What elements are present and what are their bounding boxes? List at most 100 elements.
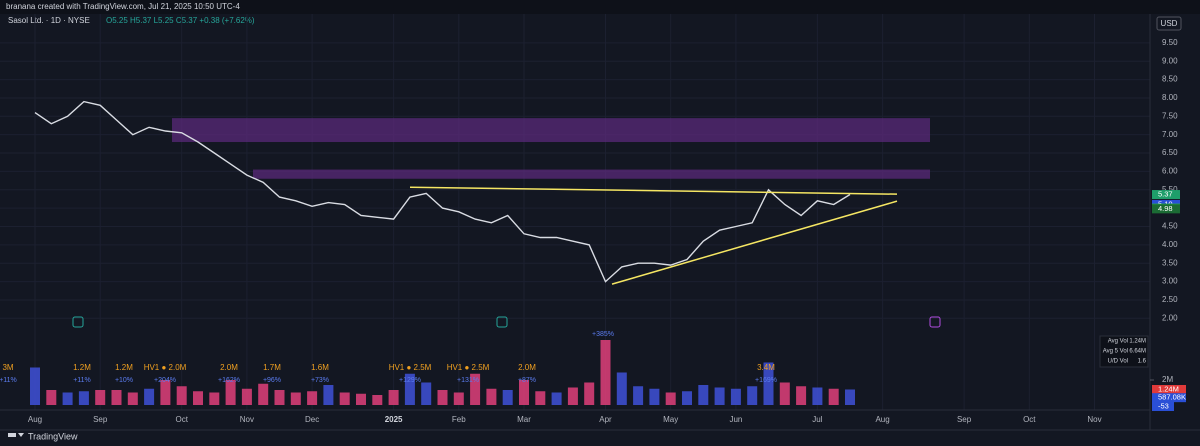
volume-annotation: 3.4M (757, 363, 775, 372)
volume-bar (160, 380, 171, 405)
stat-value: 1.6 (1138, 359, 1147, 365)
volume-bar (176, 386, 187, 405)
volume-bar (241, 388, 252, 405)
volume-bar (470, 373, 481, 405)
volume-bar (698, 385, 709, 405)
volume-bar (453, 392, 464, 405)
x-tick-label: Apr (599, 415, 612, 424)
volume-bar (225, 380, 236, 405)
x-tick-label: Jun (729, 415, 742, 424)
volume-bar (665, 392, 676, 405)
y-tick-label: 4.00 (1162, 240, 1178, 249)
volume-annotation: 1.2M (73, 363, 91, 372)
osc-tag (1152, 402, 1174, 411)
volume-bar (78, 391, 89, 405)
volume-bar (193, 391, 203, 405)
y-tick-label: 3.00 (1162, 277, 1178, 286)
price-line (34, 100, 851, 283)
volume-bar (486, 388, 497, 405)
volume-bar (437, 390, 448, 405)
volume-annotation-sub: +204% (154, 377, 176, 384)
y-tick-label: 3.50 (1162, 258, 1178, 267)
y-tick-label: 2.50 (1162, 295, 1178, 304)
x-tick-label: Sep (93, 415, 108, 424)
x-tick-label: Oct (1023, 415, 1036, 424)
volume-bar (584, 382, 595, 405)
volume-bar (421, 382, 432, 405)
volume-bar (730, 388, 741, 405)
stat-value: 6.64M (1129, 349, 1146, 355)
volume-bar (779, 382, 790, 405)
stat-label: U/D Vol (1108, 359, 1128, 365)
y-tick-label: 6.00 (1162, 167, 1178, 176)
y-tick-label: 4.50 (1162, 222, 1178, 231)
volume-annotation: HV1 ● 2.5M (447, 363, 490, 372)
volume-bar (616, 372, 627, 405)
volume-bar (404, 373, 415, 405)
volume-annotation-sub: +129% (399, 377, 421, 384)
volume-bar (551, 392, 562, 405)
x-tick-label: Aug (28, 415, 42, 424)
price-tag (1152, 204, 1180, 214)
volume-bar (388, 390, 399, 405)
volume-bar (258, 383, 269, 405)
volume-annotation: HV1 ● 2.0M (144, 363, 187, 372)
volume-tag-label: 587.08K (1158, 393, 1186, 402)
volume-bar (95, 390, 106, 405)
earnings-marker[interactable] (496, 316, 508, 328)
x-tick-label: Dec (305, 415, 319, 424)
stat-label: Avg 5 Vol (1103, 349, 1128, 355)
volume-bar (796, 386, 807, 405)
volume-annotation-sub: +162% (218, 377, 240, 384)
y-tick-label: 9.50 (1162, 38, 1178, 47)
volume-annotation: 2.0M (220, 363, 238, 372)
zone (253, 169, 930, 179)
y-tick-label: 7.50 (1162, 111, 1178, 120)
x-tick-label: Jul (812, 415, 822, 424)
volume-bar (633, 386, 644, 405)
volume-annotation-sub: +96% (263, 377, 281, 384)
header: branana created with TradingView.com, Ju… (6, 2, 240, 11)
volume-bar (747, 386, 758, 405)
volume-annotation-sub: +87% (518, 377, 536, 384)
volume-annotation-sub: +11% (0, 377, 17, 384)
volume-bar (274, 390, 285, 405)
earnings-marker[interactable] (929, 316, 941, 328)
volume-bar (209, 392, 220, 405)
volume-annotation-sub: +385% (592, 331, 614, 338)
y-tick-label: 2M (1162, 375, 1173, 384)
currency-box[interactable] (1156, 16, 1182, 31)
volume-bar (46, 390, 57, 405)
price-tag-label: 5.37 (1158, 190, 1173, 199)
volume-bar (714, 387, 725, 405)
y-tick-label: 8.00 (1162, 93, 1178, 102)
volume-annotation-sub: +10% (115, 377, 133, 384)
volume-bar (828, 388, 839, 405)
x-tick-label: Mar (517, 415, 531, 424)
y-tick-label: 7.00 (1162, 130, 1178, 139)
volume-bar (763, 362, 774, 405)
volume-bar (111, 390, 122, 405)
y-tick-label: 6.50 (1162, 148, 1178, 157)
volume-annotation-sub: +11% (73, 377, 91, 384)
volume-bar (127, 392, 138, 405)
volume-bar (535, 391, 546, 405)
currency[interactable]: USD (1161, 19, 1178, 28)
volume-bar (30, 367, 40, 405)
volume-bar (502, 390, 513, 405)
x-tick-label: Sep (957, 415, 972, 424)
chart-subtitle: O5.25 H5.37 L5.25 C5.37 +0.38 (+7.62%) (106, 16, 255, 25)
volume-bar (307, 391, 318, 405)
volume-annotation-sub: +131% (457, 377, 479, 384)
volume-bar (290, 392, 301, 405)
price-tag-label: 4.98 (1158, 204, 1173, 213)
volume-bar (519, 380, 529, 405)
y-tick-label: 9.00 (1162, 56, 1178, 65)
volume-tag (1152, 393, 1186, 403)
earnings-marker[interactable] (72, 316, 84, 328)
volume-bar (323, 385, 334, 405)
x-tick-label: May (663, 415, 678, 424)
volume-tag-label: 1.24M (1158, 384, 1179, 393)
x-tick-label: Nov (240, 415, 254, 424)
